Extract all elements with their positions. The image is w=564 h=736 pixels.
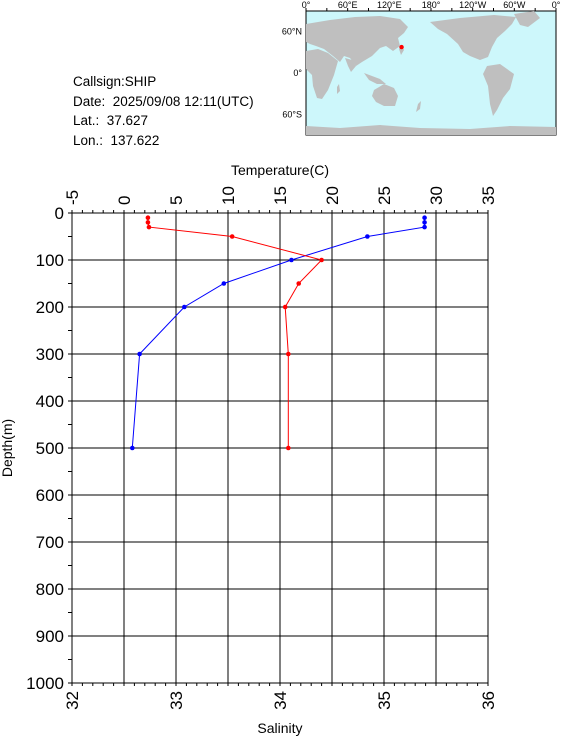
salinity-data-point — [145, 215, 151, 220]
callsign-text: Callsign:SHIP — [73, 74, 157, 89]
depth-tick-label: 400 — [36, 392, 64, 411]
date-text: Date: 2025/09/08 12:11(UTC) — [73, 93, 254, 109]
map-longitude-label: 180° — [422, 0, 441, 10]
map-land-indonesia — [364, 73, 386, 84]
temperature-tick-label: 30 — [427, 186, 446, 205]
depth-axis-label: Depth(m) — [0, 419, 15, 477]
map-latitude-label: 60°S — [282, 109, 302, 119]
temperature-data-point — [130, 445, 135, 451]
temperature-tick-labels: -5 0 5 10 15 20 25 30 35 — [63, 186, 498, 205]
map-frame-ticks — [305, 8, 557, 11]
temperature-tick-label: 0 — [115, 196, 134, 205]
salinity-data-point — [286, 351, 291, 357]
minor-ticks — [68, 210, 489, 686]
salinity-tick-label: 35 — [375, 691, 394, 710]
depth-tick-label: 200 — [36, 298, 64, 317]
salinity-axis-label: Salinity — [257, 720, 302, 736]
map-longitude-label: 120°W — [459, 0, 487, 10]
latitude-text: Lat.: 37.627 — [73, 113, 149, 128]
salinity-data-point — [296, 281, 302, 286]
map-land-madagascar — [337, 84, 340, 94]
depth-tick-label: 500 — [36, 439, 64, 458]
map-longitude-labels: 0° 60°E 120°E 180° 120°W 60°W 0° — [302, 0, 561, 10]
map-land-australia — [372, 84, 398, 106]
salinity-tick-labels: 32 33 34 35 36 — [63, 691, 498, 710]
depth-tick-label: 800 — [36, 580, 64, 599]
map-land-antarctica — [306, 125, 556, 135]
map-longitude-label: 0° — [552, 0, 561, 10]
map-land-south-america — [483, 64, 514, 116]
temperature-tick-label: 25 — [375, 186, 394, 205]
salinity-data-point — [286, 445, 291, 451]
map-land-europe — [306, 27, 316, 38]
salinity-tick-label: 34 — [271, 691, 290, 710]
temperature-data-point — [289, 257, 294, 263]
temperature-data-point — [221, 281, 227, 286]
depth-tick-label: 300 — [36, 345, 64, 364]
depth-tick-label: 700 — [36, 533, 64, 552]
temperature-axis-label: Temperature(C) — [231, 162, 329, 178]
salinity-tick-label: 33 — [167, 691, 186, 710]
map-land-greenland — [514, 11, 540, 27]
depth-tick-labels: 0 100 200 300 400 500 600 700 800 900 1000 — [26, 204, 64, 693]
salinity-tick-label: 32 — [63, 691, 82, 710]
station-info: Callsign:SHIP Date: 2025/09/08 12:11(UTC… — [73, 72, 254, 150]
salinity-data-point — [282, 304, 288, 310]
map-land-newzealand — [416, 101, 421, 112]
map-longitude-label: 60°E — [338, 0, 358, 10]
map-land-africa — [306, 49, 338, 99]
map-longitude-label: 0° — [302, 0, 311, 10]
salinity-data-point — [145, 220, 151, 225]
map-longitude-label: 60°W — [503, 0, 526, 10]
temperature-tick-label: -5 — [63, 190, 82, 205]
map-land — [306, 11, 556, 135]
temperature-data-point — [422, 220, 427, 225]
depth-tick-label: 900 — [36, 627, 64, 646]
map-land-india — [345, 58, 356, 72]
world-map: 0° 60°E 120°E 180° 120°W 60°W 0° 60°N 0° 60°S — [282, 0, 561, 136]
salinity-data-point — [229, 234, 235, 239]
station-location-marker — [399, 44, 404, 50]
temperature-tick-label: 10 — [219, 186, 238, 205]
longitude-text: Lon.: 137.622 — [73, 132, 160, 148]
salinity-data-point — [146, 224, 152, 230]
temperature-data-point — [137, 351, 142, 357]
map-latitude-label: 0° — [293, 68, 302, 78]
temperature-data-point — [422, 224, 427, 230]
temperature-tick-label: 20 — [323, 186, 342, 205]
map-latitude-labels: 60°N 0° 60°S — [282, 27, 303, 120]
temperature-data-point — [422, 215, 427, 220]
temperature-data-point — [182, 304, 187, 310]
temperature-tick-label: 35 — [479, 186, 498, 205]
data-series — [130, 215, 427, 451]
depth-tick-label: 0 — [55, 204, 64, 223]
map-longitude-label: 120°E — [377, 0, 402, 10]
map-land-eurasia — [306, 16, 408, 66]
depth-tick-label: 1000 — [26, 674, 64, 693]
depth-tick-label: 600 — [36, 486, 64, 505]
temperature-tick-label: 15 — [271, 186, 290, 205]
map-land-north-america — [430, 15, 516, 60]
map-latitude-label: 60°N — [282, 27, 302, 37]
temperature-tick-label: 5 — [167, 196, 186, 205]
depth-tick-label: 100 — [36, 251, 64, 270]
salinity-tick-label: 36 — [479, 691, 498, 710]
salinity-data-point — [319, 257, 324, 263]
temperature-data-point — [365, 234, 370, 239]
